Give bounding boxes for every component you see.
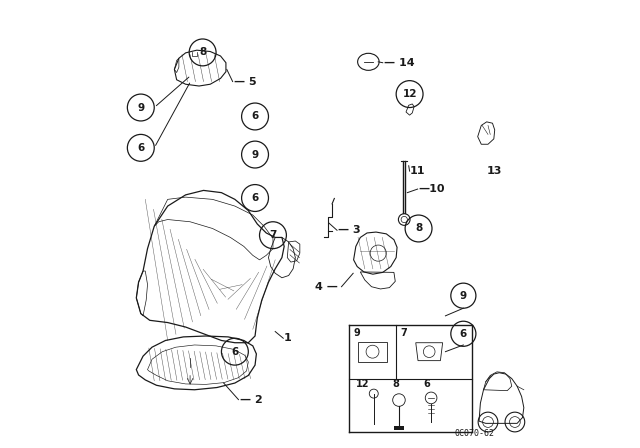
Bar (394, 426, 404, 431)
Text: 7: 7 (401, 327, 407, 337)
Text: 8: 8 (392, 379, 399, 389)
Text: 4 —: 4 — (315, 282, 338, 292)
Text: 6: 6 (460, 329, 467, 339)
Text: —10: —10 (419, 184, 445, 194)
Text: 9: 9 (460, 291, 467, 301)
Text: 9: 9 (137, 103, 145, 112)
Text: 6: 6 (252, 112, 259, 121)
Text: 8: 8 (199, 47, 206, 57)
Text: — 14: — 14 (383, 58, 414, 68)
Text: 9: 9 (252, 150, 259, 159)
Text: 9: 9 (353, 327, 360, 337)
Text: 11: 11 (410, 166, 425, 176)
Bar (358, 342, 387, 362)
Text: 6: 6 (252, 193, 259, 203)
Text: — 5: — 5 (234, 77, 257, 86)
Text: — 2: — 2 (240, 395, 263, 405)
Text: 1: 1 (284, 333, 292, 343)
Text: 6: 6 (423, 379, 430, 389)
Text: 12: 12 (356, 379, 369, 389)
Text: 13: 13 (486, 166, 502, 176)
Text: — 3: — 3 (338, 225, 360, 235)
Text: 0C070-62: 0C070-62 (454, 429, 495, 438)
Text: 7: 7 (269, 230, 276, 240)
Text: 6: 6 (137, 143, 145, 153)
Text: 8: 8 (415, 224, 422, 233)
Text: 6: 6 (231, 347, 239, 357)
Text: 12: 12 (403, 89, 417, 99)
